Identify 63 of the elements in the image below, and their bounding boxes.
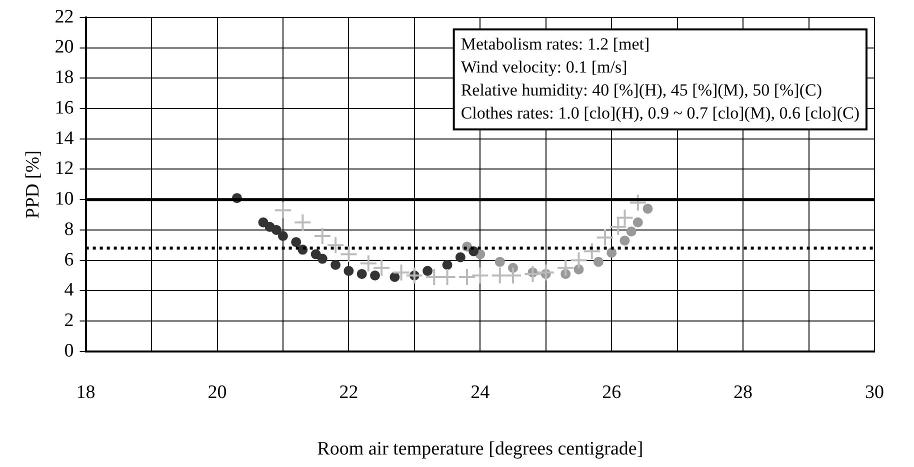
x-tick-label: 20 xyxy=(208,382,227,403)
point xyxy=(609,218,628,236)
y-tick-label: 6 xyxy=(64,249,74,270)
point xyxy=(536,263,555,282)
point xyxy=(632,217,643,228)
point xyxy=(642,204,653,214)
y-tick-label: 22 xyxy=(54,6,74,28)
point xyxy=(340,245,358,264)
point xyxy=(494,256,505,267)
y-tick-label: 8 xyxy=(64,218,74,240)
point xyxy=(372,258,391,277)
point xyxy=(390,272,400,282)
annotation: Clothes rates: 1.0 [clo](H), 0.9 ~ 0.7 [clo](M), 0.6 [clo](C) xyxy=(460,103,860,122)
point xyxy=(317,254,328,264)
y-axis-title: PPD [%] xyxy=(22,150,44,218)
point xyxy=(271,224,282,235)
annotation: Relative humidity: 40 [%](H), 45 [%](M), 50 [%](C) xyxy=(460,80,822,100)
point xyxy=(628,194,647,212)
x-tick-label: 26 xyxy=(602,382,622,403)
y-tick-label: 12 xyxy=(54,158,74,180)
x-tick-label: 28 xyxy=(734,382,753,403)
point xyxy=(616,208,634,227)
point xyxy=(556,258,575,277)
point xyxy=(294,213,312,232)
x-axis-title: Room air temperature [degrees centigrade] xyxy=(317,438,644,460)
point xyxy=(626,226,636,236)
point xyxy=(620,236,630,246)
point xyxy=(370,270,380,280)
point xyxy=(291,237,302,248)
point xyxy=(442,260,452,270)
x-tick-label: 30 xyxy=(865,382,884,403)
point xyxy=(313,227,332,246)
annotation: Metabolism rates: 1.2 [met] xyxy=(460,34,650,54)
point xyxy=(606,248,617,258)
point xyxy=(593,256,604,267)
point xyxy=(455,252,466,262)
x-tick-label: 24 xyxy=(470,382,490,403)
point xyxy=(359,254,378,272)
point xyxy=(330,260,341,270)
point xyxy=(596,228,614,247)
point xyxy=(392,263,410,282)
y-tick-label: 18 xyxy=(54,67,74,88)
point xyxy=(422,266,433,276)
y-tick-label: 20 xyxy=(54,36,74,58)
y-tick-label: 10 xyxy=(54,188,74,210)
point xyxy=(344,266,354,276)
y-tick-label: 2 xyxy=(64,310,74,332)
point xyxy=(326,236,345,254)
point xyxy=(278,231,288,242)
point xyxy=(356,268,367,279)
x-tick-label: 22 xyxy=(339,382,358,403)
point xyxy=(458,268,476,286)
point xyxy=(570,251,588,270)
point xyxy=(274,201,292,220)
point xyxy=(405,266,424,284)
point xyxy=(582,242,601,260)
y-tick-label: 14 xyxy=(54,128,74,149)
y-tick-label: 0 xyxy=(64,340,74,362)
y-tick-label: 4 xyxy=(64,280,74,301)
point xyxy=(524,264,542,283)
annotation: Wind velocity: 0.1 [m/s] xyxy=(460,57,628,76)
y-tick-label: 16 xyxy=(54,97,74,118)
point xyxy=(471,266,490,284)
